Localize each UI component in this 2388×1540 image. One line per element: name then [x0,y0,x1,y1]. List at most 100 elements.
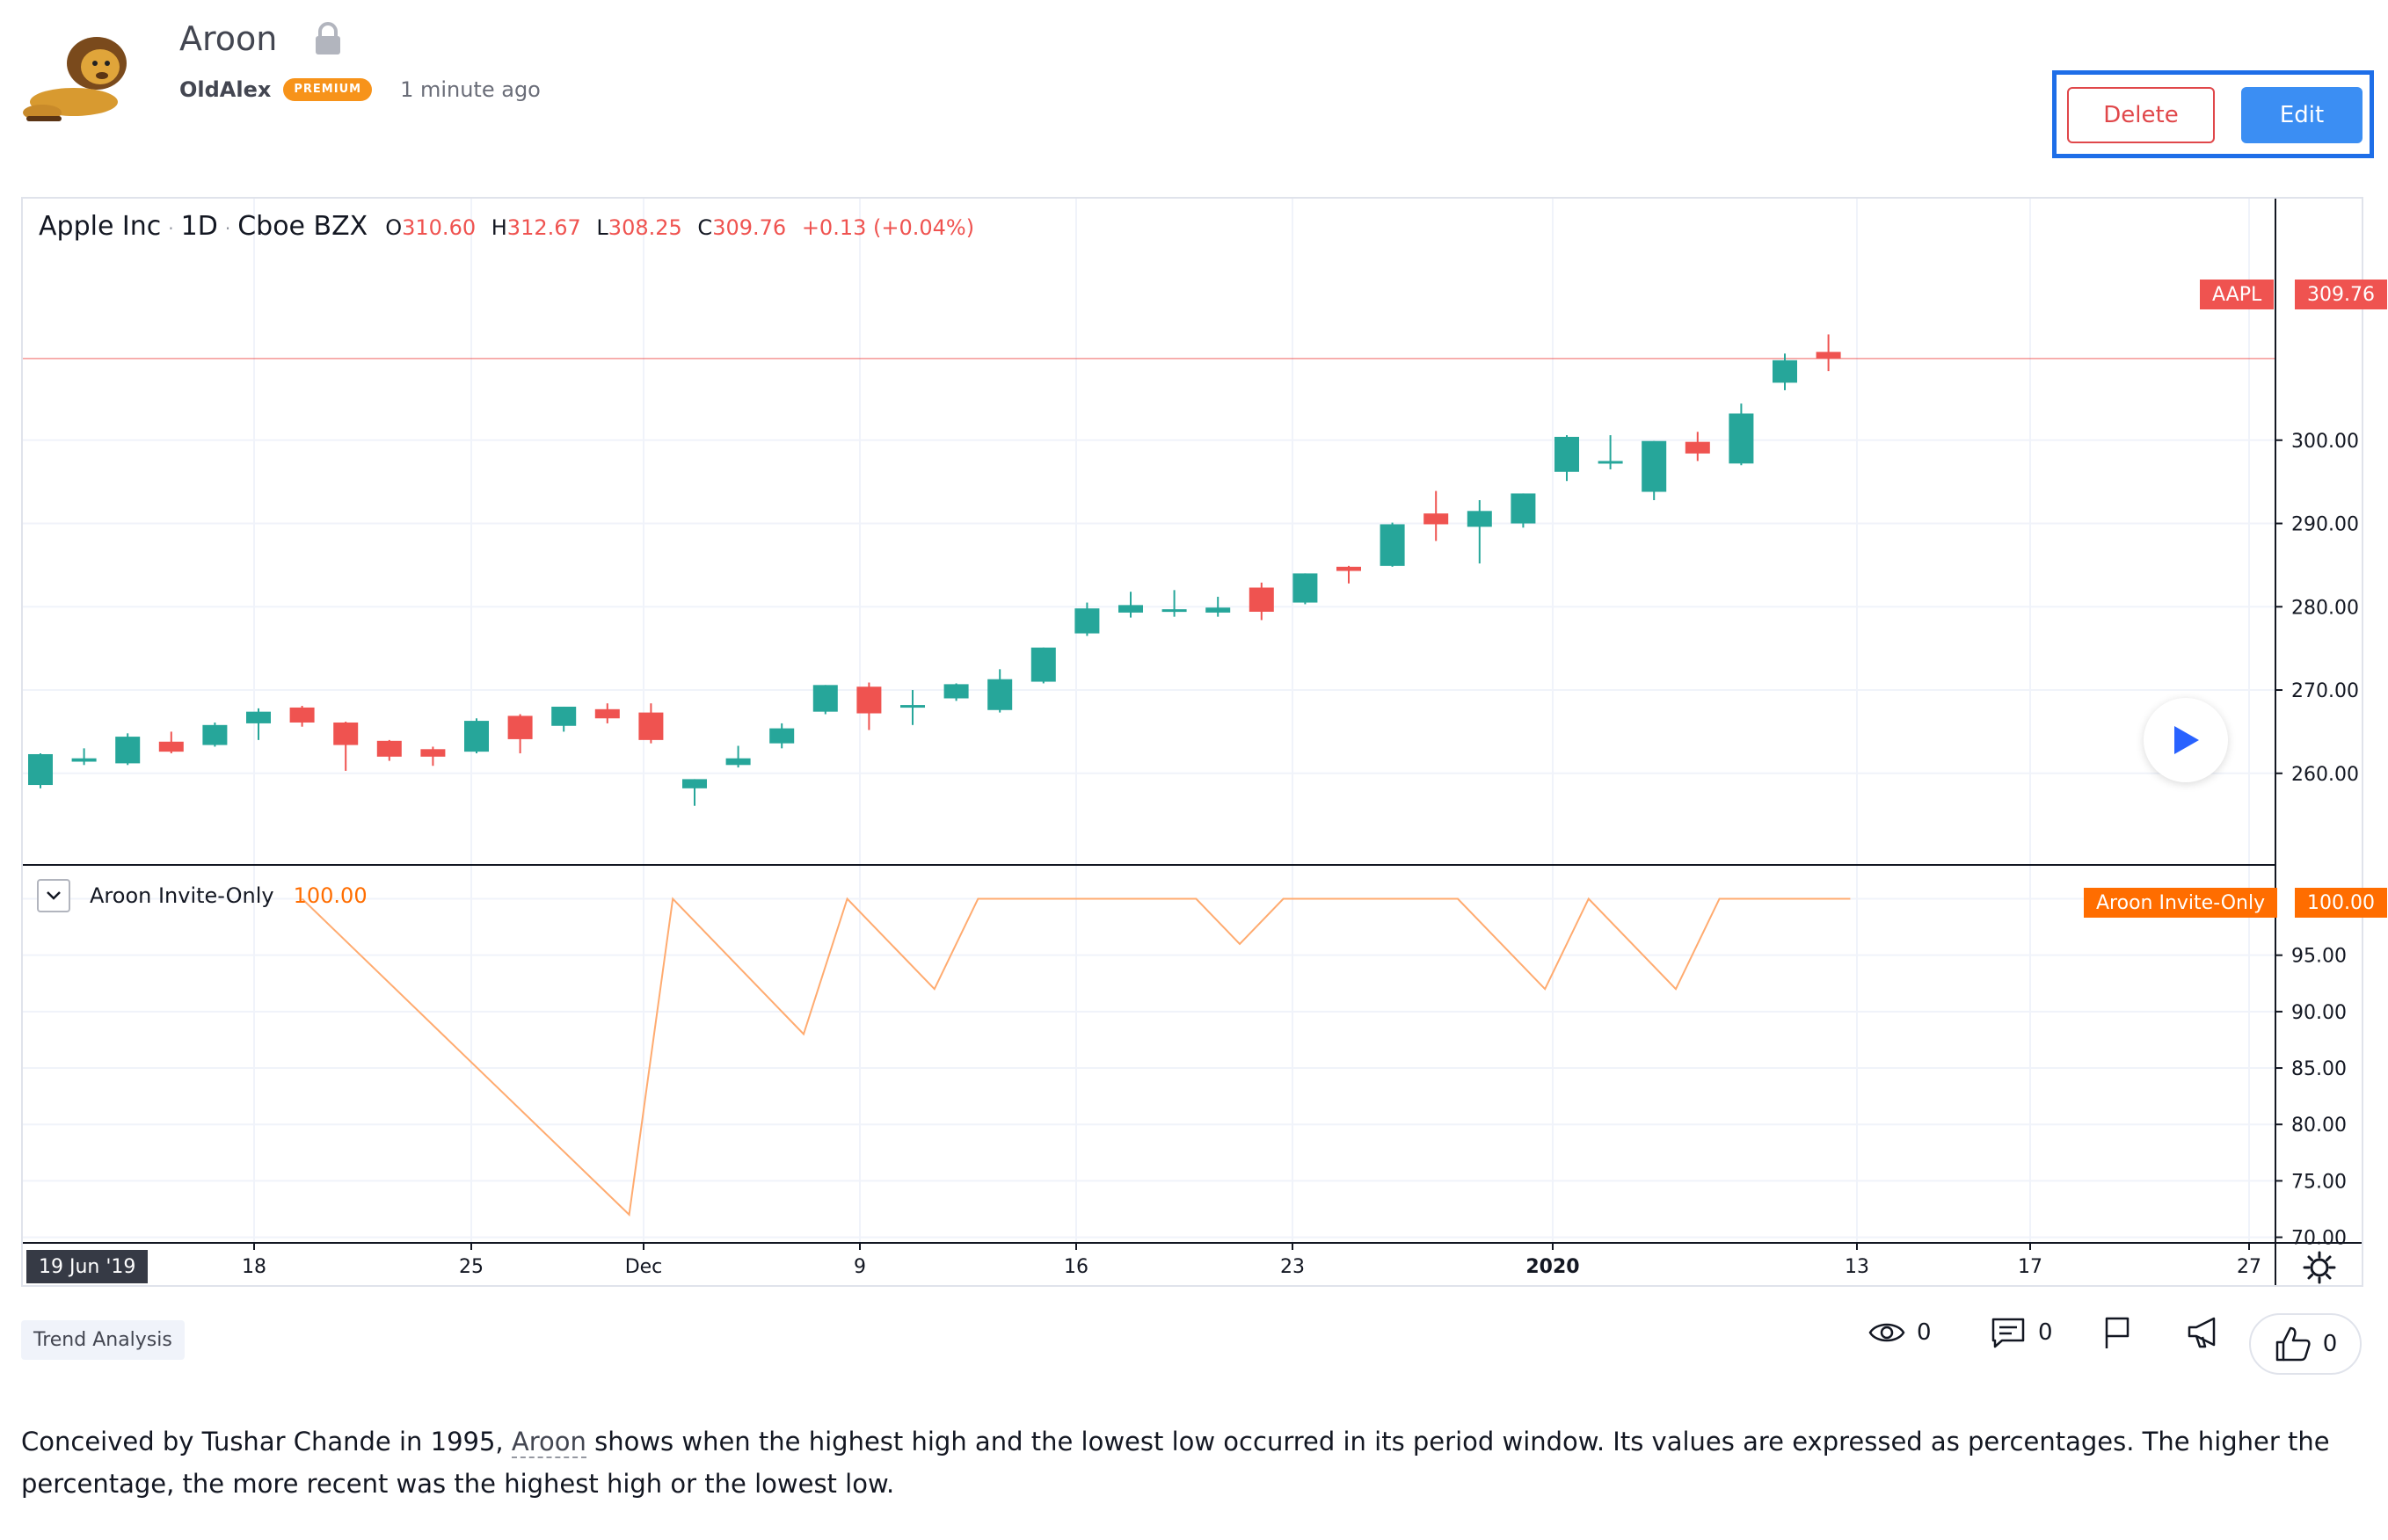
idea-header: Aroon OldAlex PREMIUM 1 minute ago Delet… [0,0,2388,185]
eye-icon [1868,1323,1905,1342]
indicator-axis-tick-label: 70.00 [2291,1228,2347,1250]
comments-button[interactable]: 0 [1989,1313,2053,1352]
indicator-legend: Aroon Invite-Only 100.00 [37,879,368,912]
chart-widget[interactable]: 260.00 270.00 280.00 290.00 300.00 70.00 75.00… [21,197,2387,1287]
interval-label[interactable]: 1D [180,211,218,242]
candle-body [551,706,577,726]
low-value: 308.25 [608,215,682,240]
candle-body [1074,608,1100,634]
candle-body [464,721,489,752]
high-label: H [491,215,507,240]
candle-body [943,684,969,699]
action-buttons-group: Delete Edit [2052,70,2374,158]
indicator-name-tag: Aroon Invite-Only [2084,888,2278,918]
candle-body [900,705,925,708]
last-price-value: 309.76 [2307,283,2375,306]
candle-body [333,722,359,745]
candle-body [1118,605,1143,613]
indicator-tag-value: 100.00 [2307,891,2375,914]
candle-body [856,686,882,714]
candle-body [28,753,53,786]
close-label: C [697,215,713,240]
candle-body [202,724,228,745]
flag-icon [2105,1317,2130,1348]
indicator-name[interactable]: Aroon Invite-Only [90,883,274,908]
like-button[interactable]: 0 [2249,1313,2362,1375]
time-axis-tick-label: 17 [2018,1256,2042,1278]
replay-button[interactable] [2144,698,2228,782]
candle-body [1249,587,1274,612]
candle-body [1729,413,1754,464]
indicator-value-tag: 100.00 [2295,888,2387,918]
time-axis-tick-label: 13 [1845,1256,1869,1278]
category-tag[interactable]: Trend Analysis [21,1320,185,1360]
time-axis-tick-label: 18 [242,1256,266,1278]
price-axis-tick-label: 280.00 [2291,597,2359,619]
candle-body [1292,573,1318,603]
candle-body [1554,436,1579,472]
price-axis-tick-label: 290.00 [2291,514,2359,536]
open-label: O [385,215,403,240]
author-avatar[interactable] [19,32,148,128]
indicator-axis-tick-label: 85.00 [2291,1058,2347,1080]
candle-body [1598,461,1623,464]
open-value: 310.60 [402,215,477,240]
price-axis-tick-label: 260.00 [2291,764,2359,786]
candle-body [289,707,315,723]
indicator-axis-tick-label: 90.00 [2291,1002,2347,1024]
candle-body [1685,441,1710,454]
report-button[interactable] [2098,1313,2147,1352]
lock-icon [316,22,341,54]
publish-time: 1 minute ago [400,77,541,102]
comments-count: 0 [2038,1319,2053,1346]
close-value: 309.76 [712,215,787,240]
ticker-label: AAPL [2212,283,2262,306]
likes-count: 0 [2322,1331,2338,1357]
edit-button[interactable]: Edit [2241,87,2363,143]
chart-canvas[interactable]: 260.00 270.00 280.00 290.00 300.00 70.00 75.00… [23,199,2362,1285]
candle-body [115,737,141,764]
exchange-label: Cboe BZX [237,211,368,242]
candle-body [1161,609,1187,613]
views-count: 0 [1917,1319,1932,1346]
candle-body [376,740,402,757]
chart-legend: Apple Inc · 1D · Cboe BZX O310.60 H312.6… [39,211,983,242]
candle-body [507,716,533,739]
current-date-badge: 19 Jun '19 [26,1250,149,1283]
candle-body [594,708,620,719]
candle-body [420,749,446,757]
description-text-continued: shows when the highest high and the lowe… [21,1427,2330,1499]
price-axis-tick-label: 270.00 [2291,680,2359,702]
candle-body [1642,440,1667,492]
symbol-name[interactable]: Apple Inc [39,211,162,242]
candle-body [1467,511,1492,527]
idea-description: Conceived by Tushar Chande in 1995, Aroo… [21,1420,2369,1505]
change-value: +0.13 (+0.04%) [801,215,975,240]
candle-body [638,712,664,740]
legend-separator: · [168,218,174,239]
time-axis-tick-label: 25 [459,1256,484,1278]
indicator-axis-tick-label: 75.00 [2291,1171,2347,1193]
aroon-link[interactable]: Aroon [511,1427,586,1458]
gear-icon[interactable] [2302,1250,2337,1285]
last-price-value-tag: 309.76 [2295,280,2387,309]
candle-body [725,758,751,766]
candle-body [769,728,795,744]
comment-icon [1991,1318,2025,1348]
indicator-tag-name: Aroon Invite-Only [2096,891,2266,914]
boost-button[interactable] [2184,1313,2233,1352]
indicator-collapse-button[interactable] [37,879,70,912]
ohlc-values: O310.60 H312.67 L308.25 C309.76 +0.13 (+… [385,215,983,240]
author-name[interactable]: OldAlex [179,77,272,102]
time-axis-tick-label: 23 [1280,1256,1305,1278]
delete-button[interactable]: Delete [2067,87,2215,143]
indicator-value: 100.00 [293,883,368,908]
indicator-axis-tick-label: 95.00 [2291,946,2347,968]
candle-body [1816,352,1841,359]
idea-title: Aroon [179,19,278,58]
premium-badge: PREMIUM [283,78,373,101]
description-text: Conceived by Tushar Chande in 1995, [21,1427,512,1456]
legend-separator: · [224,218,231,239]
views-counter: 0 [1867,1313,1932,1352]
indicator-axis-tick-label: 80.00 [2291,1115,2347,1137]
